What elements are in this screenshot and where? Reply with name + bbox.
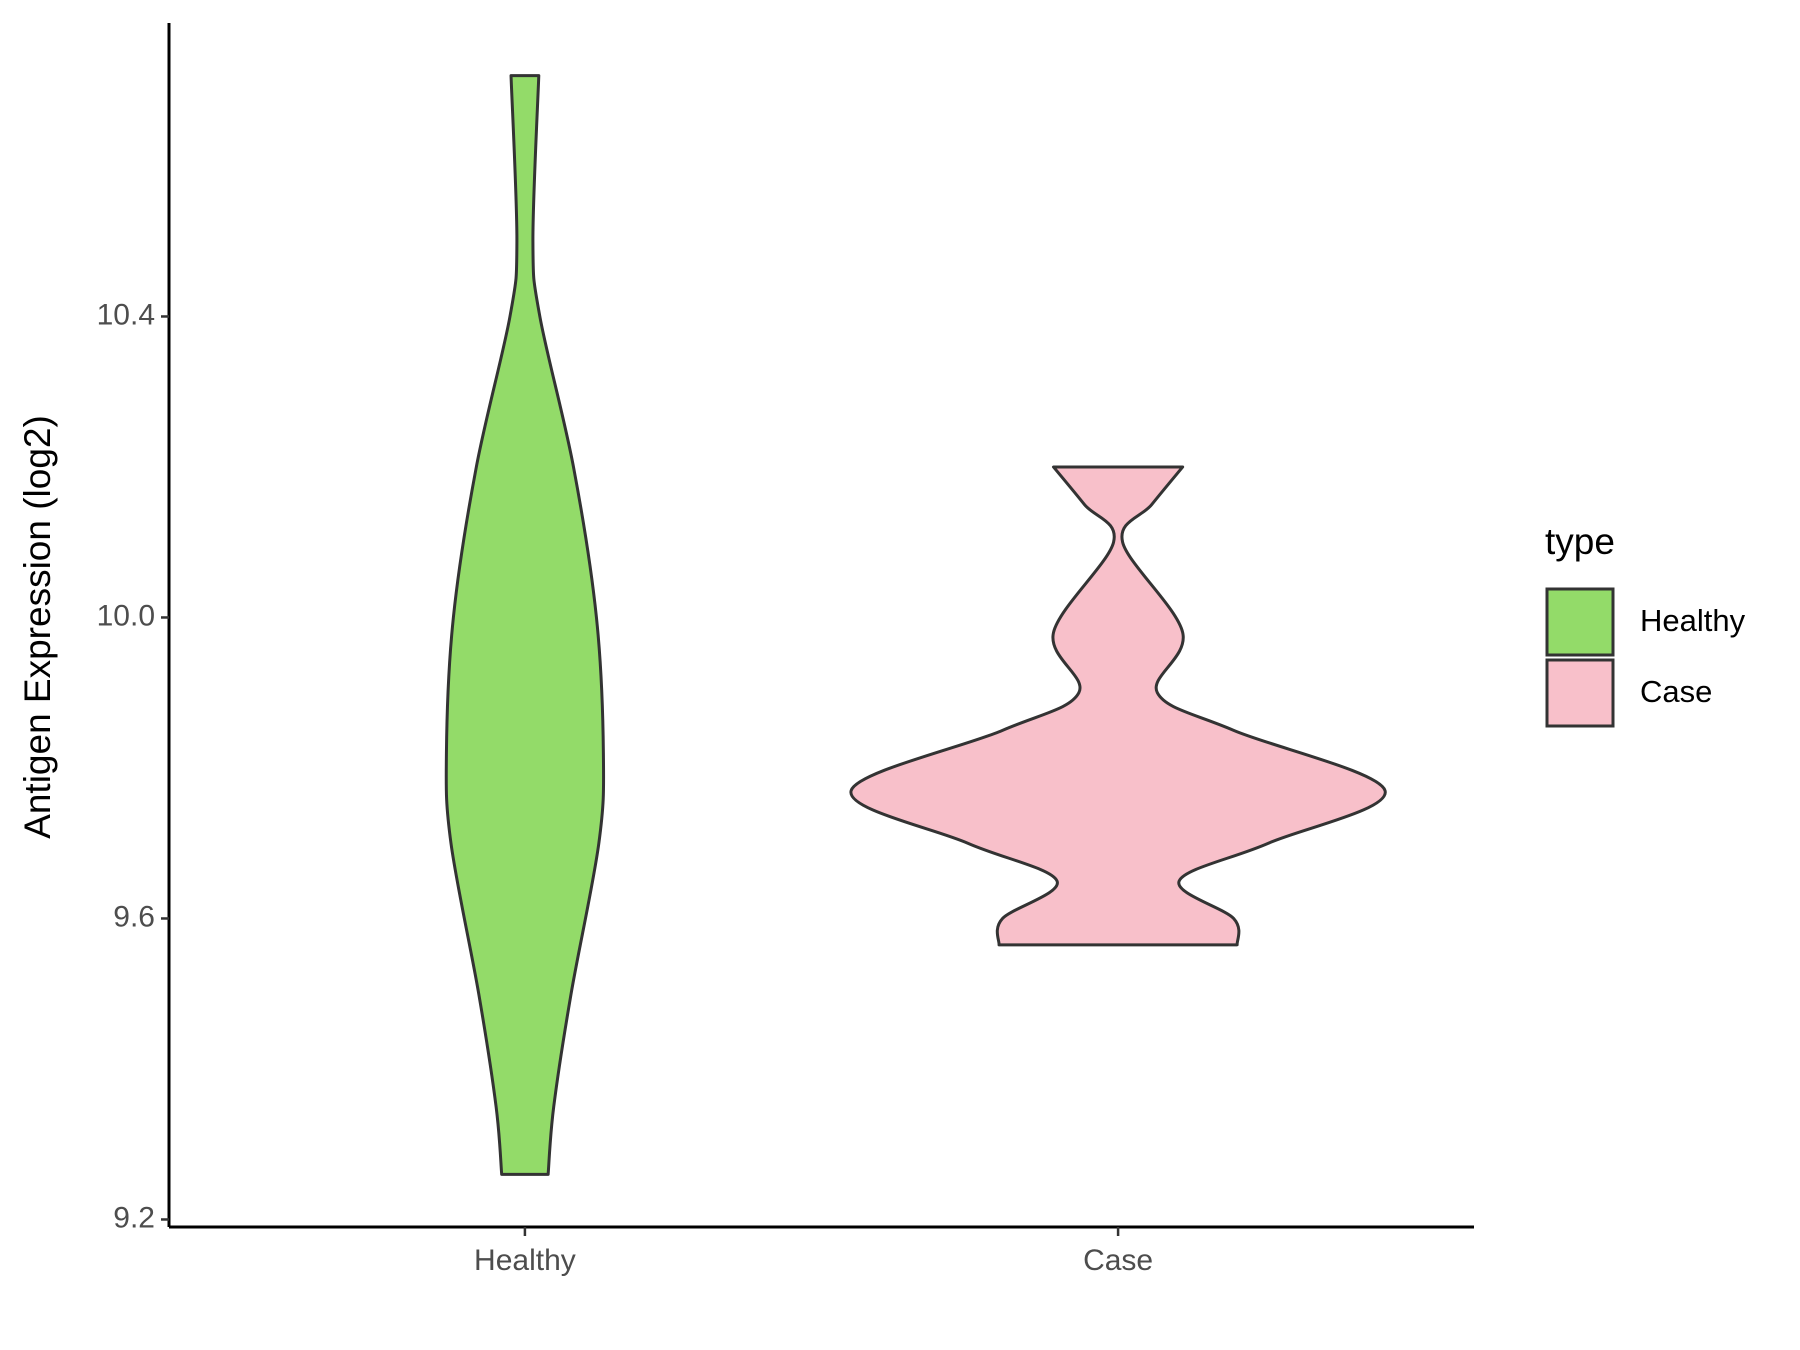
y-tick-label: 10.4 <box>97 298 155 331</box>
legend-label: Healthy <box>1640 603 1746 638</box>
legend-label: Case <box>1640 674 1712 709</box>
x-tick-label: Case <box>1083 1244 1153 1277</box>
legend-key <box>1545 587 1615 657</box>
y-tick-label: 9.6 <box>113 900 155 933</box>
x-tick-label: Healthy <box>474 1244 576 1277</box>
y-tick-label: 10.0 <box>97 599 155 632</box>
violin <box>444 74 606 1176</box>
violin <box>849 465 1387 947</box>
y-axis-title: Antigen Expression (log2) <box>17 415 58 839</box>
legend-title: type <box>1545 521 1615 562</box>
y-tick-label: 9.2 <box>113 1201 155 1234</box>
legend-key <box>1545 658 1615 728</box>
